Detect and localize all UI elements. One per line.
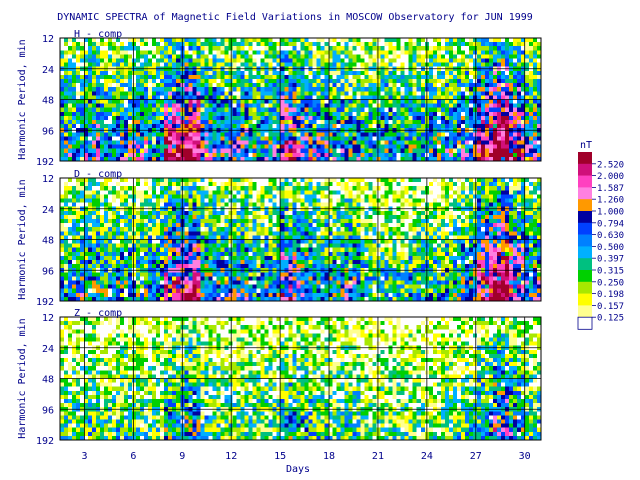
y-tick-label: 48 bbox=[42, 236, 54, 247]
colorbar-unit: nT bbox=[580, 140, 592, 151]
panel-d-comp: 12 24 48 96 192 D - comp Harmonic Period, min bbox=[17, 169, 542, 308]
y-tick-label: 48 bbox=[42, 375, 54, 386]
colorbar-level-label: 0.198 bbox=[597, 290, 624, 300]
colorbar-level-label: 2.000 bbox=[597, 172, 624, 182]
x-tick-label: 12 bbox=[225, 451, 237, 462]
colorbar-swatch bbox=[578, 293, 592, 306]
y-tick-label: 24 bbox=[42, 65, 54, 76]
y-tick-label: 24 bbox=[42, 344, 54, 355]
x-tick-label: 21 bbox=[372, 451, 384, 462]
colorbar-level-label: 0.397 bbox=[597, 255, 624, 265]
y-tick-label: 192 bbox=[36, 297, 54, 308]
heatmap-cells bbox=[60, 38, 542, 162]
colorbar-level-label: 2.520 bbox=[597, 160, 624, 170]
panel-label: Z - comp bbox=[74, 308, 122, 319]
colorbar-swatch bbox=[578, 281, 592, 294]
x-tick-label: 30 bbox=[519, 451, 531, 462]
x-axis-label: Days bbox=[286, 464, 310, 475]
panel-h-comp: 12 24 48 96 192 H - comp Harmonic Period, min bbox=[17, 29, 542, 168]
colorbar-swatch bbox=[578, 305, 592, 318]
colorbar-swatch bbox=[578, 222, 592, 235]
y-axis-label: Harmonic Period, min bbox=[17, 39, 28, 159]
panel-label: H - comp bbox=[74, 29, 122, 40]
colorbar-level-label: 0.315 bbox=[597, 267, 624, 277]
colorbar-level-label: 0.794 bbox=[597, 219, 624, 229]
colorbar-swatch bbox=[578, 187, 592, 200]
colorbar-swatch bbox=[578, 163, 592, 176]
y-tick-label: 192 bbox=[36, 436, 54, 447]
colorbar-level-label: 1.260 bbox=[597, 196, 624, 206]
colorbar-swatch bbox=[578, 258, 592, 271]
colorbar-level-label: 0.250 bbox=[597, 278, 624, 288]
y-tick-label: 12 bbox=[42, 174, 54, 185]
y-tick-label: 12 bbox=[42, 313, 54, 324]
colorbar-level-label: 0.125 bbox=[597, 314, 624, 324]
y-tick-label: 96 bbox=[42, 266, 54, 277]
x-axis: 3 6 9 12 15 18 21 24 27 30 bbox=[81, 451, 530, 462]
x-tick-label: 27 bbox=[470, 451, 482, 462]
chart-title: DYNAMIC SPECTRA of Magnetic Field Variat… bbox=[57, 12, 533, 23]
colorbar-swatch bbox=[578, 211, 592, 224]
y-axis-label: Harmonic Period, min bbox=[17, 179, 28, 299]
panel-z-comp: 12 24 48 96 192 Z - comp Harmonic Period, min bbox=[17, 308, 542, 447]
y-tick-label: 24 bbox=[42, 205, 54, 216]
colorbar-swatch bbox=[578, 175, 592, 188]
y-tick-label: 96 bbox=[42, 405, 54, 416]
y-tick-label: 12 bbox=[42, 34, 54, 45]
colorbar-swatch bbox=[578, 199, 592, 212]
colorbar-swatch bbox=[578, 246, 592, 259]
heatmap-cells bbox=[60, 317, 542, 441]
panel-label: D - comp bbox=[74, 169, 122, 180]
colorbar-swatch bbox=[577, 316, 593, 330]
x-tick-label: 6 bbox=[130, 451, 136, 462]
y-tick-label: 96 bbox=[42, 126, 54, 137]
x-tick-label: 3 bbox=[81, 451, 87, 462]
colorbar-swatch bbox=[578, 234, 592, 247]
colorbar-level-label: 1.587 bbox=[597, 184, 624, 194]
colorbar-swatch bbox=[578, 152, 592, 165]
colorbar-level-label: 0.500 bbox=[597, 243, 624, 253]
grid-lines bbox=[60, 316, 541, 441]
colorbar-swatch bbox=[578, 270, 592, 283]
colorbar-level-label: 1.000 bbox=[597, 208, 624, 218]
x-tick-label: 24 bbox=[421, 451, 433, 462]
x-tick-label: 15 bbox=[274, 451, 286, 462]
y-axis-label: Harmonic Period, min bbox=[17, 318, 28, 438]
colorbar-level-label: 0.630 bbox=[597, 231, 624, 241]
x-tick-label: 9 bbox=[179, 451, 185, 462]
y-tick-label: 48 bbox=[42, 96, 54, 107]
y-tick-label: 192 bbox=[36, 157, 54, 168]
x-tick-label: 18 bbox=[323, 451, 335, 462]
colorbar-level-label: 0.157 bbox=[597, 302, 624, 312]
